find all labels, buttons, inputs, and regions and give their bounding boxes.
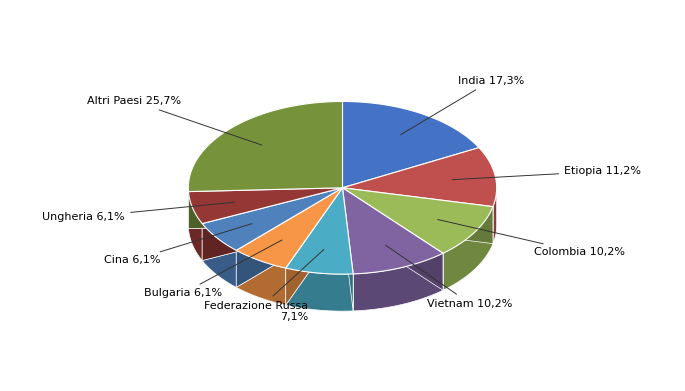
Polygon shape	[202, 224, 236, 287]
Polygon shape	[342, 188, 353, 311]
Text: Federazione Russa
7,1%: Federazione Russa 7,1%	[204, 249, 324, 322]
Text: Vietnam 10,2%: Vietnam 10,2%	[386, 245, 513, 308]
Polygon shape	[342, 225, 493, 290]
Polygon shape	[236, 225, 342, 305]
Polygon shape	[188, 192, 202, 260]
Polygon shape	[342, 188, 443, 290]
Polygon shape	[342, 188, 493, 244]
Polygon shape	[188, 188, 342, 229]
Polygon shape	[286, 268, 353, 311]
Polygon shape	[342, 225, 443, 311]
Text: Colombia 10,2%: Colombia 10,2%	[438, 219, 625, 257]
Polygon shape	[342, 188, 353, 311]
Polygon shape	[353, 253, 443, 311]
Polygon shape	[342, 188, 443, 274]
Polygon shape	[342, 101, 479, 188]
Polygon shape	[443, 206, 493, 290]
Polygon shape	[236, 188, 342, 287]
Polygon shape	[188, 188, 342, 224]
Polygon shape	[286, 225, 353, 311]
Polygon shape	[236, 188, 342, 268]
Polygon shape	[188, 188, 342, 229]
Text: Ungheria 6,1%: Ungheria 6,1%	[42, 202, 235, 222]
Polygon shape	[202, 188, 342, 260]
Polygon shape	[493, 188, 497, 244]
Polygon shape	[188, 101, 342, 192]
Polygon shape	[202, 188, 342, 260]
Polygon shape	[286, 188, 353, 274]
Polygon shape	[286, 188, 342, 305]
Polygon shape	[188, 225, 342, 260]
Polygon shape	[342, 188, 493, 244]
Polygon shape	[342, 188, 493, 253]
Polygon shape	[188, 138, 342, 229]
Polygon shape	[202, 188, 342, 250]
Polygon shape	[202, 225, 342, 287]
Text: Etiopia 11,2%: Etiopia 11,2%	[452, 166, 641, 180]
Polygon shape	[342, 138, 479, 225]
Polygon shape	[286, 188, 342, 305]
Text: Altri Paesi 25,7%: Altri Paesi 25,7%	[87, 96, 262, 145]
Polygon shape	[236, 188, 342, 287]
Text: Bulgaria 6,1%: Bulgaria 6,1%	[144, 240, 282, 298]
Text: India 17,3%: India 17,3%	[401, 75, 524, 135]
Polygon shape	[342, 185, 497, 244]
Polygon shape	[236, 250, 286, 305]
Text: Cina 6,1%: Cina 6,1%	[104, 224, 252, 265]
Polygon shape	[342, 148, 497, 206]
Polygon shape	[342, 188, 443, 290]
